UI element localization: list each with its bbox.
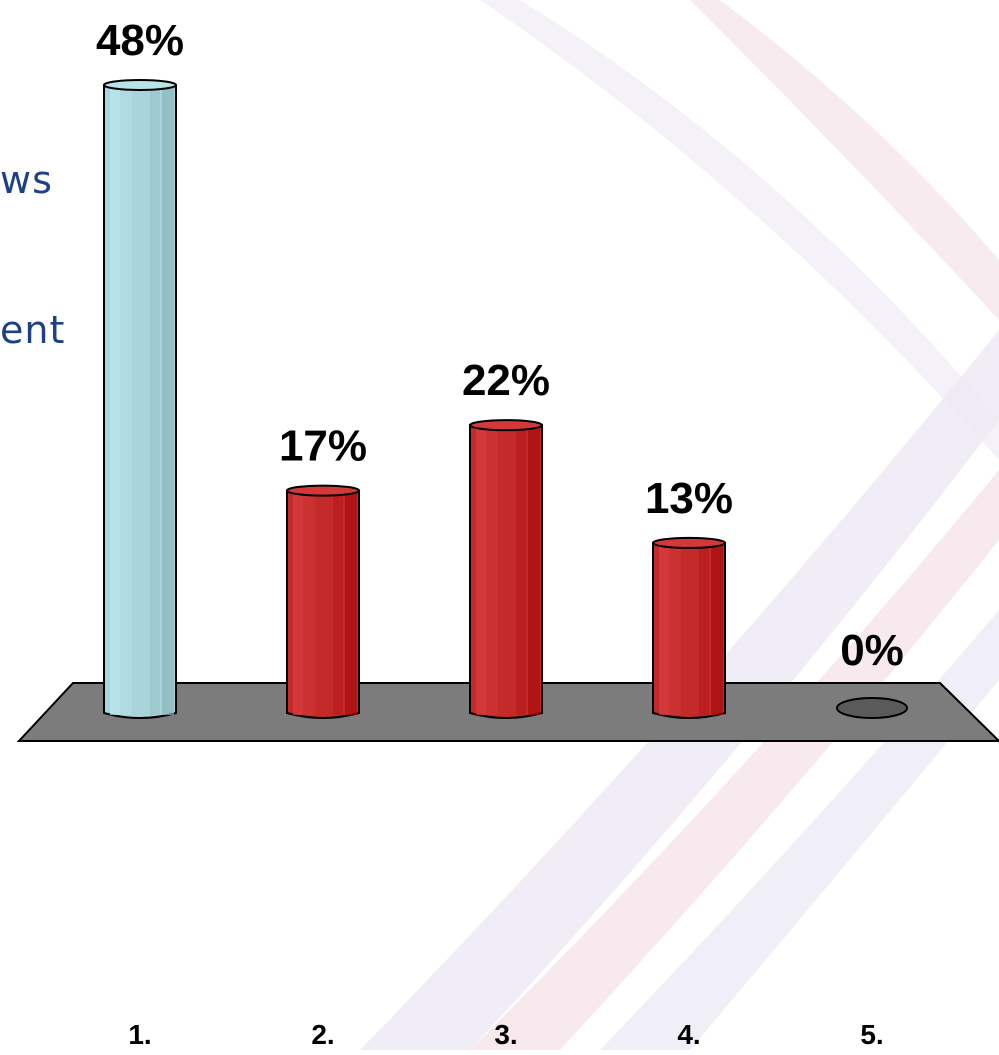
bar-facet: [699, 544, 709, 715]
bar-4: [652, 536, 726, 719]
bar-cap-1: [103, 79, 177, 91]
bar-cap-4: [652, 536, 726, 549]
bars-group: [103, 79, 908, 719]
background-decoration: [360, 0, 999, 1050]
bar-facet: [528, 427, 540, 715]
bar-facet: [345, 492, 357, 715]
bar-facet: [659, 544, 669, 715]
bar-facet: [711, 544, 723, 715]
bar-facet: [150, 87, 160, 715]
bar-cap-2: [286, 484, 360, 497]
bar-5: [836, 697, 908, 719]
value-label-5: 0%: [840, 626, 904, 675]
cropped-side-text-2: ent: [0, 308, 66, 352]
category-label-2: 2.: [311, 1019, 334, 1050]
bar-facet: [293, 492, 303, 715]
value-labels-group: 48% 17% 22% 13% 0%: [96, 16, 904, 675]
bar-facet: [110, 87, 120, 715]
bar-facet: [669, 544, 681, 715]
bar-facet: [333, 492, 343, 715]
bar-3: [469, 419, 543, 719]
bar-facet: [120, 87, 132, 715]
bar-facet: [303, 492, 315, 715]
bar-disc-5: [836, 697, 908, 719]
category-label-3: 3.: [494, 1019, 517, 1050]
bar-cap-3: [469, 419, 543, 432]
bar-facet: [162, 87, 174, 715]
value-label-2: 17%: [279, 422, 367, 471]
bar-facet: [516, 427, 526, 715]
bar-facet: [476, 427, 486, 715]
cropped-side-text-1: ws: [0, 158, 53, 202]
category-labels-group: 1. 2. 3. 4. 5.: [128, 1019, 883, 1050]
value-label-4: 13%: [645, 474, 733, 523]
category-label-4: 4.: [677, 1019, 700, 1050]
value-label-3: 22%: [462, 356, 550, 405]
bar-2: [286, 484, 360, 719]
bar-facet: [486, 427, 498, 715]
bar-1: [103, 79, 177, 719]
category-label-5: 5.: [860, 1019, 883, 1050]
category-label-1: 1.: [128, 1019, 151, 1050]
value-label-1: 48%: [96, 16, 184, 65]
